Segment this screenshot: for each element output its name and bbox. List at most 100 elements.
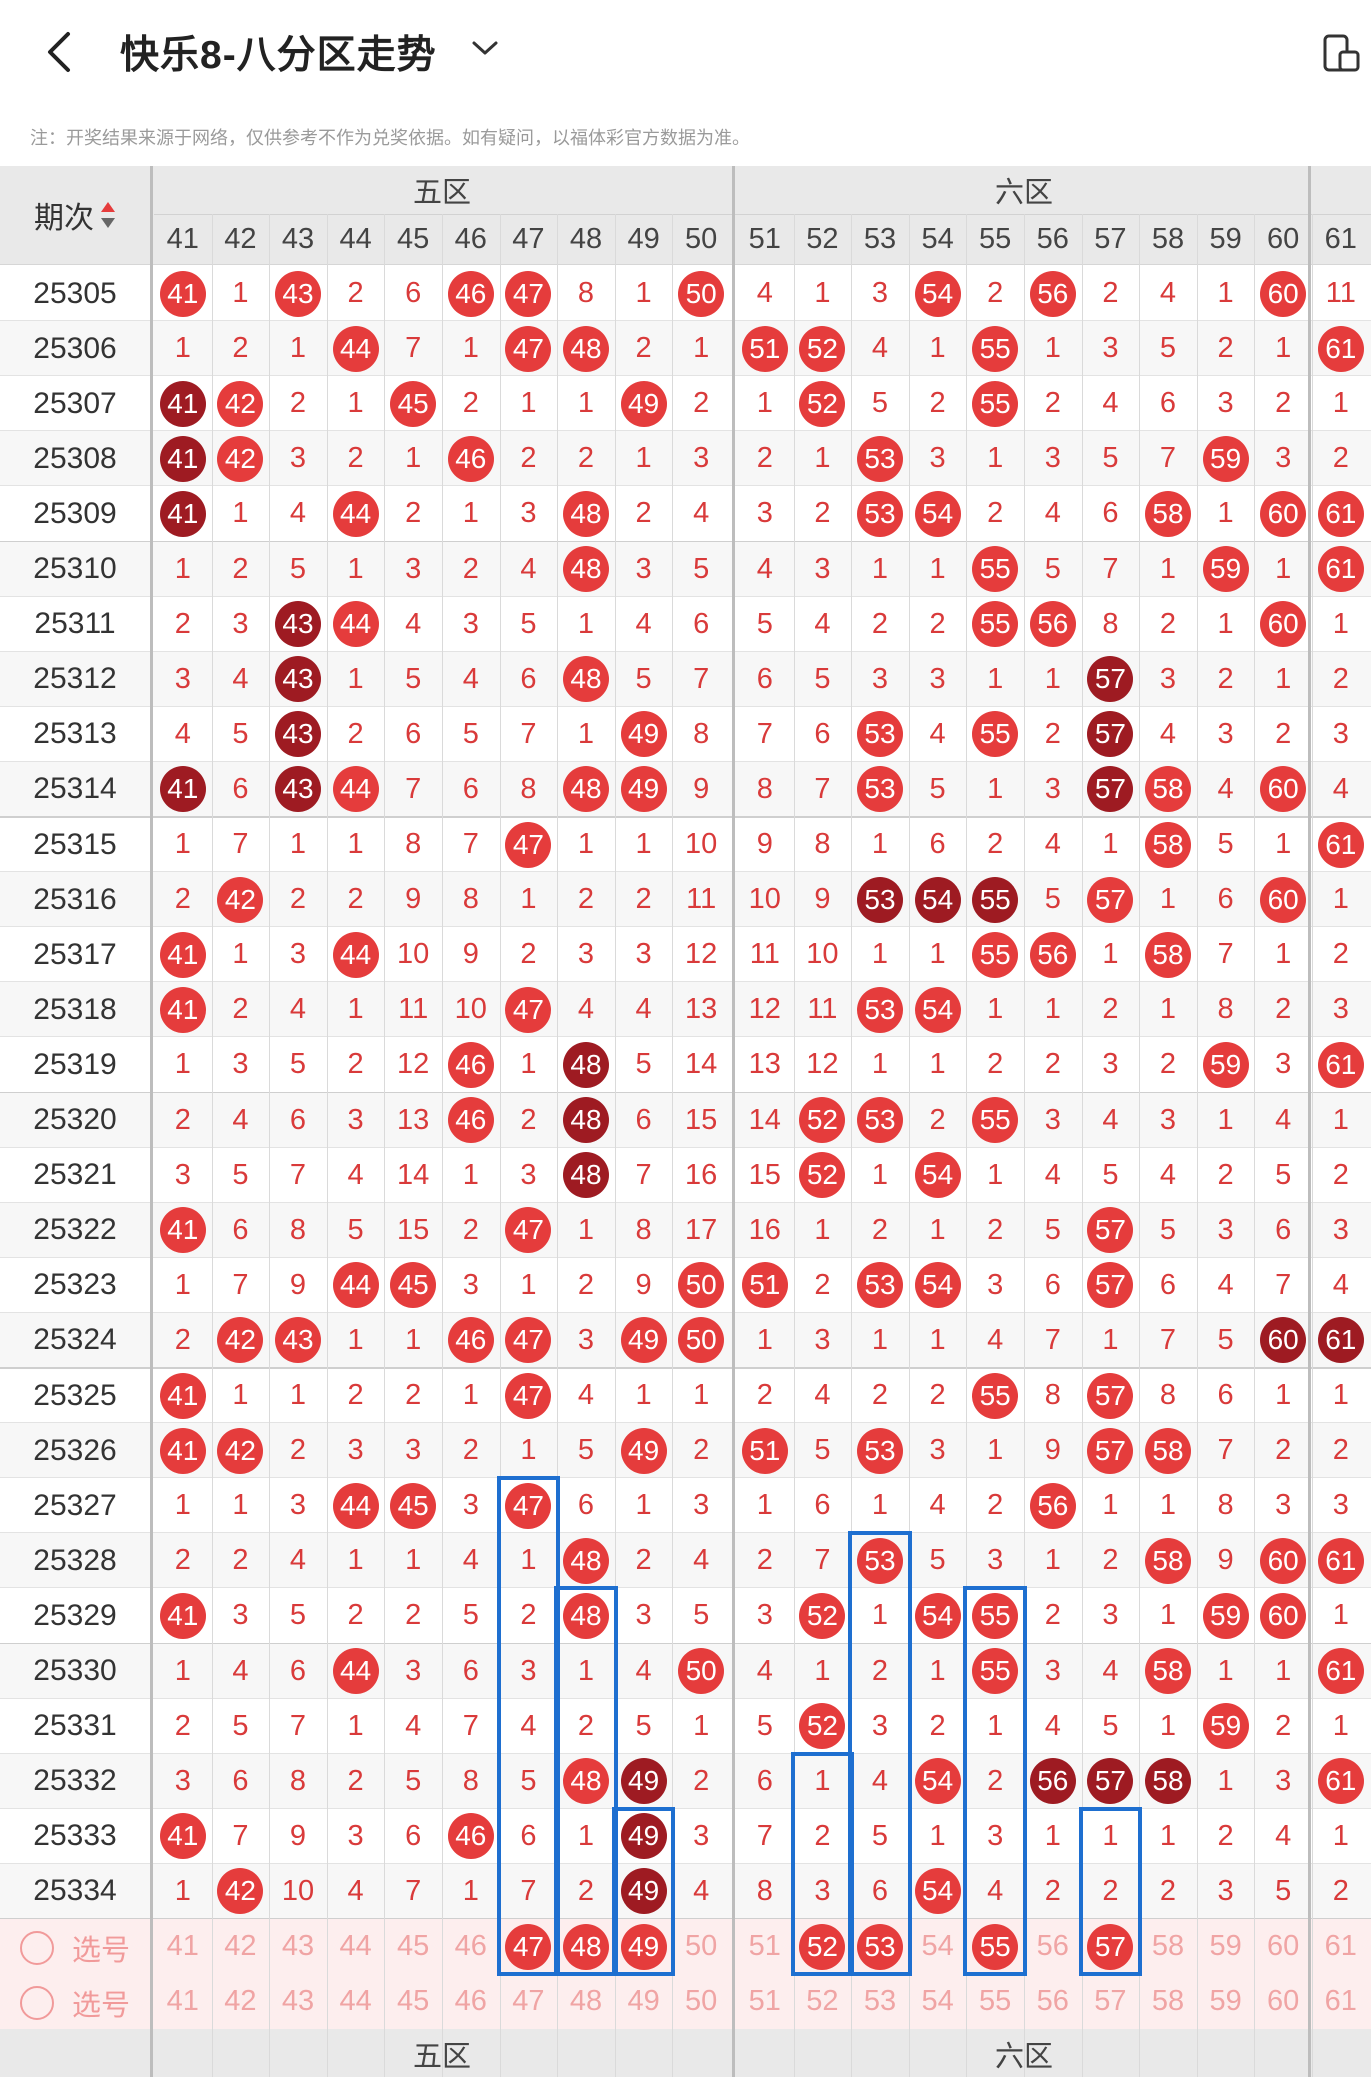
select-cell[interactable]: 55	[966, 1919, 1024, 1974]
miss-count: 2	[987, 1489, 1004, 1522]
select-cell[interactable]: 52	[794, 1919, 852, 1974]
select-cell[interactable]: 43	[269, 1919, 327, 1974]
select-cell[interactable]: 42	[212, 1919, 270, 1974]
table-cell: 1	[1139, 1699, 1197, 1754]
table-cell: 2	[327, 266, 385, 321]
table-cell: 8	[736, 1864, 794, 1919]
miss-count: 2	[1102, 1874, 1119, 1907]
select-cell[interactable]: 49	[615, 1974, 673, 2029]
miss-count: 2	[929, 1103, 946, 1136]
table-cell: 2	[1254, 707, 1312, 762]
table-cell: 5	[1024, 872, 1082, 927]
select-cell[interactable]: 44	[327, 1974, 385, 2029]
select-cell[interactable]: 47	[500, 1919, 558, 1974]
select-cell[interactable]: 42	[212, 1974, 270, 2029]
column-divider	[326, 214, 328, 2077]
miss-count: 2	[1102, 1544, 1119, 1577]
select-cell[interactable]: 51	[736, 1919, 794, 1974]
table-cell: 50	[672, 266, 730, 321]
period-header-button[interactable]: 期次	[0, 166, 150, 264]
select-cell[interactable]: 50	[672, 1974, 730, 2029]
select-cell[interactable]: 57	[1082, 1974, 1140, 2029]
select-cell[interactable]: 48	[557, 1974, 615, 2029]
row-divider	[0, 1256, 1371, 1258]
table-cell: 52	[794, 1148, 852, 1203]
column-divider	[1196, 214, 1198, 2077]
select-cell[interactable]: 46	[442, 1919, 500, 1974]
table-cell: 5	[1024, 542, 1082, 597]
select-cell[interactable]: 57	[1082, 1919, 1140, 1974]
select-cell[interactable]: 58	[1139, 1919, 1197, 1974]
table-cell: 6	[672, 597, 730, 652]
select-cell[interactable]: 53	[851, 1919, 909, 1974]
table-cell: 58	[1139, 1754, 1197, 1809]
select-number-toggle[interactable]: 选号	[20, 1982, 130, 2024]
table-cell: 9	[1197, 1533, 1255, 1588]
miss-count: 2	[1275, 387, 1292, 420]
table-cell: 3	[327, 1809, 385, 1864]
select-cell[interactable]: 61	[1312, 1974, 1370, 2029]
select-cell[interactable]: 46	[442, 1974, 500, 2029]
miss-count: 2	[1159, 1048, 1177, 1081]
table-cell: 1	[1197, 1644, 1255, 1699]
table-cell: 3	[794, 542, 852, 597]
select-cell[interactable]: 50	[672, 1919, 730, 1974]
select-cell[interactable]: 53	[851, 1974, 909, 2029]
table-cell: 58	[1139, 927, 1197, 982]
column-header: 52	[806, 222, 839, 255]
select-cell[interactable]: 51	[736, 1974, 794, 2029]
table-cell: 1	[909, 1203, 967, 1258]
repeat-hit-ball: 48	[562, 1152, 609, 1199]
repeat-hit-ball: 41	[159, 766, 206, 813]
select-cell[interactable]: 61	[1312, 1919, 1370, 1974]
select-cell[interactable]: 45	[384, 1919, 442, 1974]
title-dropdown-button[interactable]	[470, 38, 500, 63]
select-cell[interactable]: 56	[1024, 1974, 1082, 2029]
table-cell: 53	[851, 762, 909, 817]
table-cell: 1	[615, 1478, 673, 1533]
table-cell: 1	[966, 1423, 1024, 1478]
select-number: 42	[224, 1930, 257, 1963]
select-cell[interactable]: 44	[327, 1919, 385, 1974]
select-cell[interactable]: 47	[500, 1974, 558, 2029]
table-cell: 3	[1254, 1037, 1312, 1092]
miss-count: 1	[1217, 1764, 1234, 1797]
miss-count: 5	[1102, 442, 1119, 475]
table-cell: 49	[615, 1754, 673, 1809]
table-cell: 2	[736, 1533, 794, 1588]
table-cell: 3	[794, 1864, 852, 1919]
select-cell[interactable]: 56	[1024, 1919, 1082, 1974]
table-cell: 3	[851, 1699, 909, 1754]
select-cell[interactable]: 54	[909, 1919, 967, 1974]
table-cell: 9	[269, 1809, 327, 1864]
back-button[interactable]	[40, 30, 80, 74]
device-toggle-button[interactable]	[1322, 34, 1362, 79]
table-cell: 42	[212, 1423, 270, 1478]
table-cell: 49	[615, 707, 673, 762]
miss-count: 3	[347, 1103, 364, 1136]
select-cell[interactable]: 49	[615, 1919, 673, 1974]
select-cell[interactable]: 55	[966, 1974, 1024, 2029]
select-cell[interactable]: 45	[384, 1974, 442, 2029]
hit-ball: 45	[390, 1262, 437, 1309]
select-cell[interactable]: 58	[1139, 1974, 1197, 2029]
select-cell[interactable]: 60	[1254, 1974, 1312, 2029]
select-cell[interactable]: 52	[794, 1974, 852, 2029]
select-cell[interactable]: 54	[909, 1974, 967, 2029]
select-cell[interactable]: 41	[154, 1919, 212, 1974]
page-title[interactable]: 快乐8-八分区走势	[120, 34, 437, 77]
select-cell[interactable]: 48	[557, 1919, 615, 1974]
miss-count: 10	[281, 1874, 315, 1907]
select-number-toggle[interactable]: 选号	[20, 1927, 130, 1969]
miss-count: 1	[289, 1379, 307, 1412]
miss-count: 1	[347, 552, 364, 585]
miss-count: 2	[520, 442, 537, 475]
select-cell[interactable]: 41	[154, 1974, 212, 2029]
table-cell: 2	[269, 376, 327, 431]
select-cell[interactable]: 59	[1197, 1974, 1255, 2029]
select-cell[interactable]: 43	[269, 1974, 327, 2029]
select-cell[interactable]: 59	[1197, 1919, 1255, 1974]
table-cell: 50	[672, 1258, 730, 1313]
select-cell[interactable]: 60	[1254, 1919, 1312, 1974]
miss-count: 5	[232, 1158, 249, 1191]
